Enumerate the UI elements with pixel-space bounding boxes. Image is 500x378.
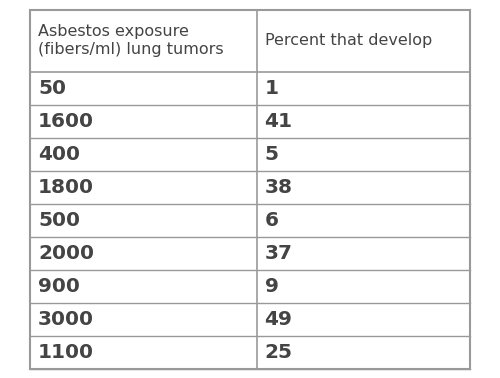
Bar [30, 10, 470, 369]
Text: 9: 9 [264, 277, 278, 296]
Text: 1800: 1800 [38, 178, 94, 197]
Text: 49: 49 [264, 310, 292, 329]
Text: 38: 38 [264, 178, 292, 197]
Text: 500: 500 [38, 211, 80, 230]
Text: Asbestos exposure: Asbestos exposure [38, 24, 189, 39]
Text: 900: 900 [38, 277, 80, 296]
Text: 1: 1 [264, 79, 278, 98]
Text: Percent that develop: Percent that develop [264, 34, 432, 48]
Text: 25: 25 [264, 343, 292, 362]
Text: 50: 50 [38, 79, 66, 98]
Text: 1600: 1600 [38, 112, 94, 131]
Text: 41: 41 [264, 112, 292, 131]
Text: 2000: 2000 [38, 244, 94, 263]
Text: 1100: 1100 [38, 343, 94, 362]
Text: 37: 37 [264, 244, 292, 263]
Text: 5: 5 [264, 145, 278, 164]
Text: 3000: 3000 [38, 310, 94, 329]
Text: 6: 6 [264, 211, 278, 230]
Text: (fibers/ml) lung tumors: (fibers/ml) lung tumors [38, 42, 224, 57]
Text: 400: 400 [38, 145, 80, 164]
